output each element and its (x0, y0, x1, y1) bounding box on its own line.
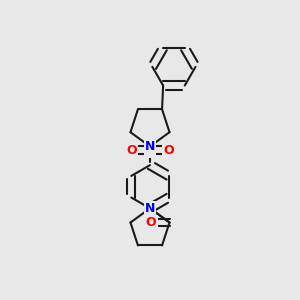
Text: N: N (145, 202, 155, 215)
Text: S: S (146, 143, 154, 157)
Text: N: N (145, 140, 155, 153)
Text: O: O (163, 143, 174, 157)
Text: O: O (146, 216, 157, 229)
Text: O: O (126, 143, 137, 157)
